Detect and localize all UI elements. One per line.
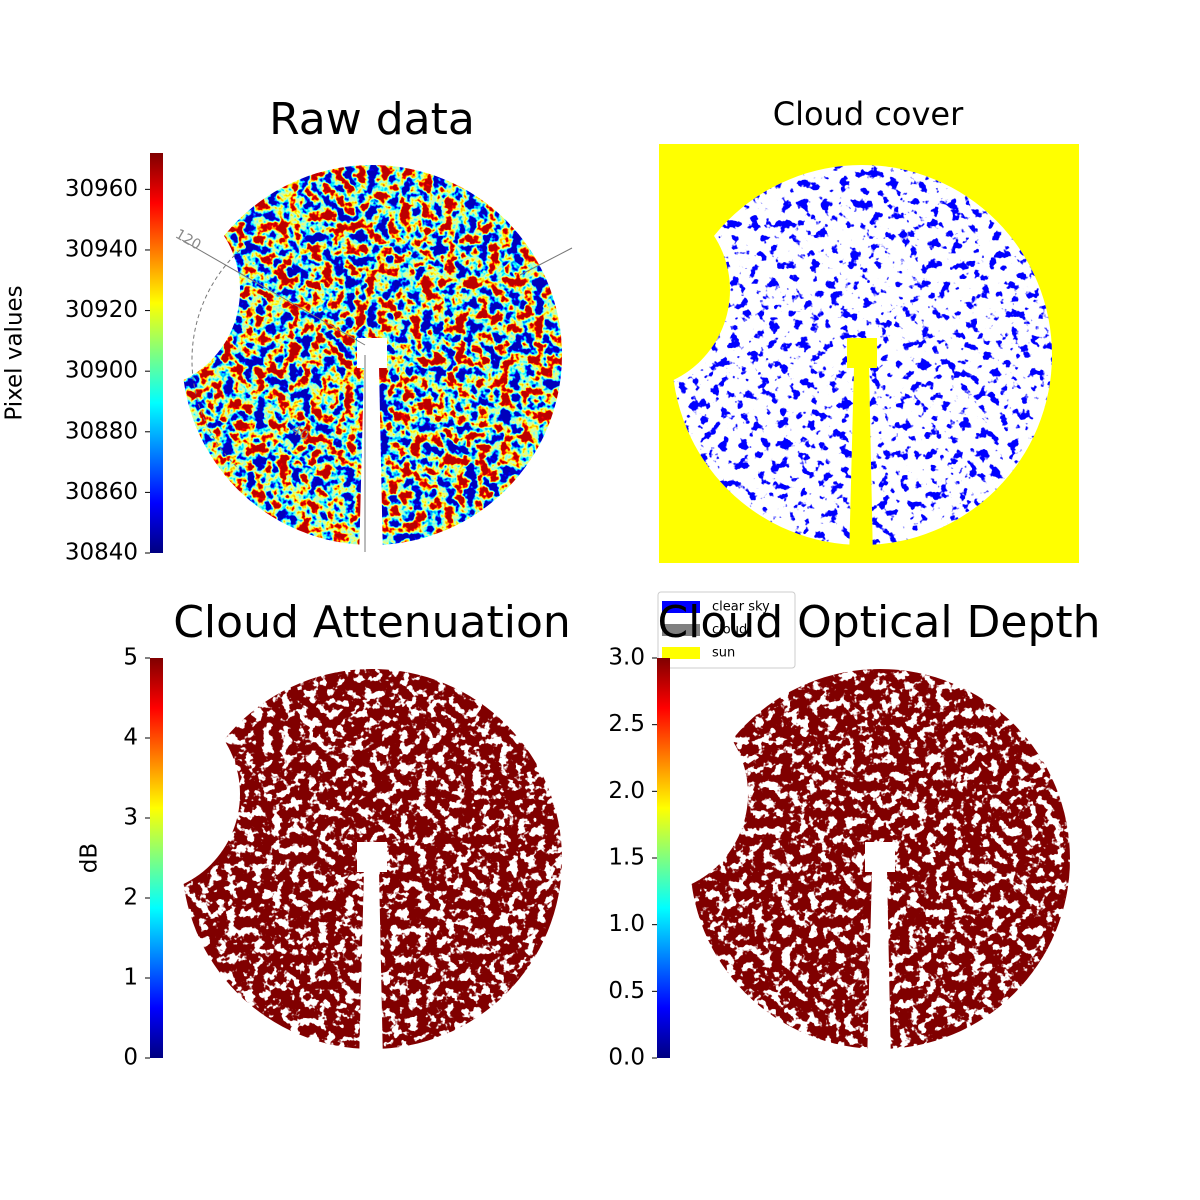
legend-label: clear sky <box>712 600 770 615</box>
colorbar-tick-label: 3 <box>123 805 138 831</box>
colorbar-tick-label: 1.5 <box>608 845 645 871</box>
clear-sky-pixels <box>659 144 1079 563</box>
colorbar-tick-label: 0.5 <box>608 978 645 1004</box>
colorbar-tick-label: 0 <box>123 1045 138 1071</box>
attenuation-image <box>170 664 570 1059</box>
optical-depth-image <box>678 664 1078 1059</box>
legend-swatch <box>662 601 700 613</box>
colorbar-label: Pixel values <box>2 285 28 420</box>
legend-swatch <box>662 624 700 636</box>
panel-title: Cloud Attenuation <box>173 597 571 648</box>
colorbar-tick-label: 30860 <box>65 479 138 505</box>
legend: clear sky cloud sun <box>657 591 796 669</box>
colorbar-tick-label: 30840 <box>65 540 138 566</box>
colorbar-tick-label: 30900 <box>65 358 138 384</box>
colorbar-tick-label: 30940 <box>65 236 138 262</box>
colorbar-tick-label: 30960 <box>65 176 138 202</box>
colorbar-tick-label: 2.5 <box>608 711 645 737</box>
colorbar <box>150 153 163 553</box>
legend-label: sun <box>712 646 735 661</box>
panel-title: Raw data <box>269 94 475 145</box>
colorbar-tick-label: 0.0 <box>608 1045 645 1071</box>
colorbar-tick-label: 1 <box>123 965 138 991</box>
colorbar <box>657 658 670 1058</box>
panel-title: Cloud cover <box>773 95 964 133</box>
colorbar <box>150 658 163 1058</box>
colorbar-tick-label: 2.0 <box>608 778 645 804</box>
colorbar-tick-label: 4 <box>123 725 138 751</box>
colorbar-tick-label: 3.0 <box>608 645 645 671</box>
raw-image <box>170 160 570 555</box>
colorbar-tick-label: 30920 <box>65 297 138 323</box>
raw-polar-grid <box>181 239 573 552</box>
legend-swatch <box>662 647 700 659</box>
colorbar-tick-label: 1.0 <box>608 911 645 937</box>
colorbar-label: dB <box>77 843 103 873</box>
colorbar-tick-label: 30880 <box>65 418 138 444</box>
colorbar-tick-label: 2 <box>123 885 138 911</box>
colorbar-tick-label: 5 <box>123 645 138 671</box>
legend-label: cloud <box>712 623 747 638</box>
panel-title: Cloud Optical Depth <box>657 597 1100 648</box>
polar-annotation: 40 <box>288 422 311 445</box>
